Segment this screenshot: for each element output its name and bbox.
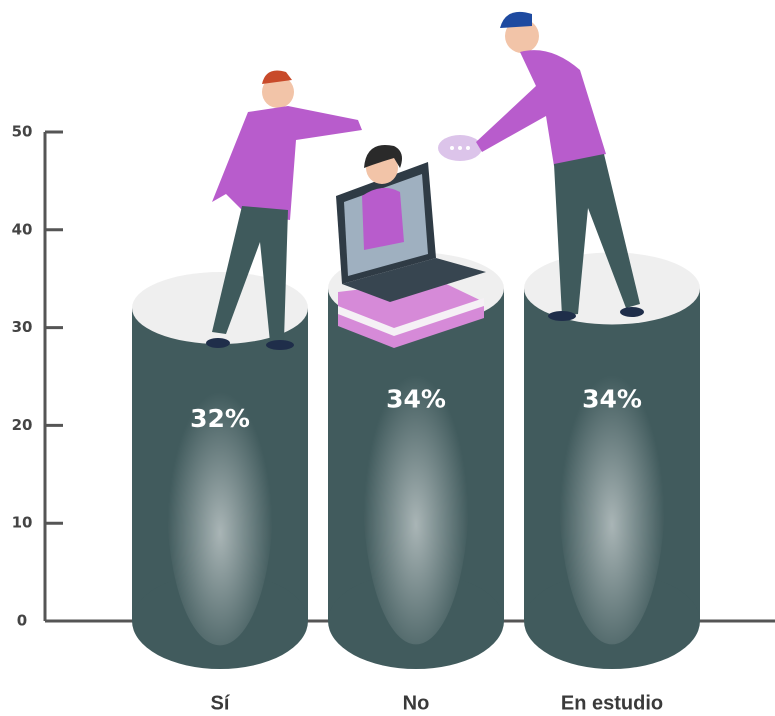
y-tick-label: 40 [12, 220, 33, 238]
cylinder-glow [167, 363, 273, 646]
value-label: 34% [582, 384, 642, 413]
y-tick-label: 50 [12, 123, 33, 141]
y-tick-label: 0 [17, 612, 27, 630]
x-tick-label: En estudio [561, 692, 663, 714]
y-tick-label: 30 [12, 318, 33, 336]
x-tick-label: Sí [211, 692, 231, 714]
speech-bubble [438, 135, 482, 161]
person-left [206, 70, 362, 350]
cylinder-glow [559, 345, 665, 645]
y-tick-label: 20 [12, 416, 33, 434]
value-label: 34% [386, 384, 446, 413]
cylinder-glow [363, 345, 469, 645]
x-tick-label: No [403, 692, 430, 714]
person-right [476, 11, 644, 321]
value-label: 32% [190, 404, 250, 433]
illustration [206, 11, 644, 350]
laptop-books [336, 144, 486, 348]
plot: 0 10 20 30 40 50 32% Sí 34% No 34% En estudio [12, 123, 700, 714]
y-tick-label: 10 [12, 514, 33, 532]
